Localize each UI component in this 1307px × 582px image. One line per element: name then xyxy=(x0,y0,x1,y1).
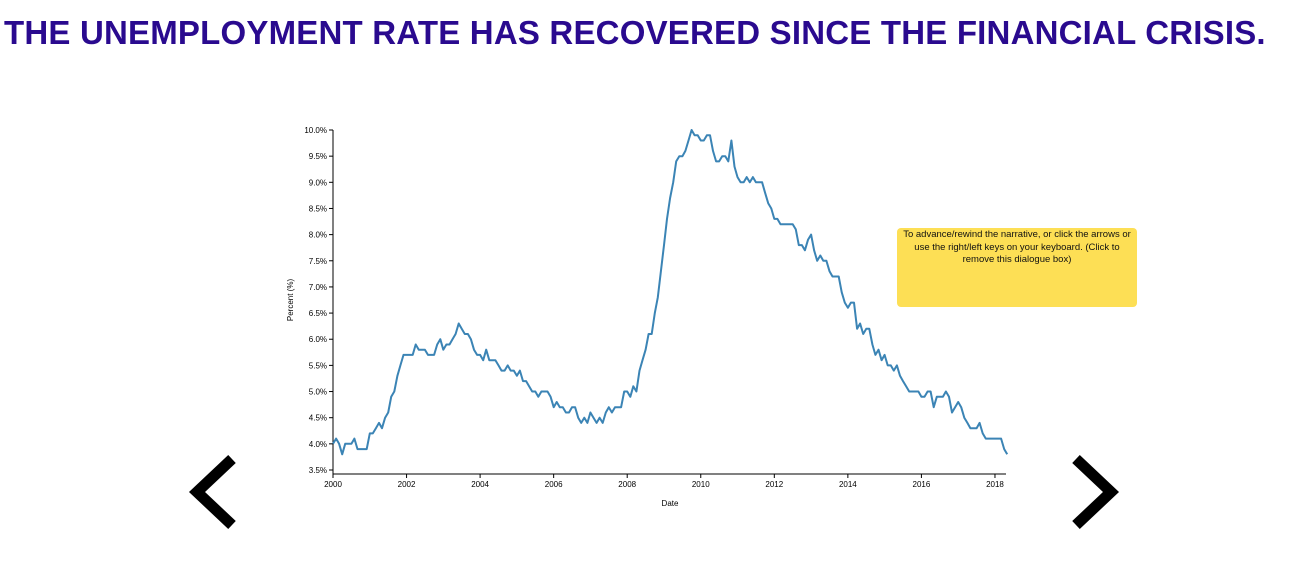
chevron-left-icon xyxy=(188,454,236,530)
y-tick-label: 3.5% xyxy=(309,466,327,475)
y-tick-label: 4.0% xyxy=(309,440,327,449)
y-tick-label: 5.0% xyxy=(309,388,327,397)
instructions-dialog-text: To advance/rewind the narrative, or clic… xyxy=(903,229,1131,265)
y-tick-label: 6.5% xyxy=(309,309,327,318)
y-axis: 3.5% 4.0% 4.5% 5.0% 5.5% 6.0% 6.5% 7.0% 7.5% 8.0%… xyxy=(304,126,334,475)
x-axis: 2000 2002 2004 2006 2008 2010 2012 2014 2016 2018 xyxy=(324,473,1006,489)
y-tick-label: 7.5% xyxy=(309,257,327,266)
y-tick-label: 6.0% xyxy=(309,335,327,344)
instructions-dialog[interactable]: To advance/rewind the narrative, or clic… xyxy=(897,228,1137,307)
x-tick-label: 2016 xyxy=(913,480,931,489)
y-tick-label: 8.5% xyxy=(309,204,327,213)
y-tick-label: 10.0% xyxy=(304,126,327,135)
x-tick-label: 2004 xyxy=(471,480,489,489)
chevron-right-icon xyxy=(1072,454,1120,530)
previous-button[interactable] xyxy=(188,454,240,535)
y-tick-label: 9.0% xyxy=(309,178,327,187)
y-tick-label: 9.5% xyxy=(309,152,327,161)
x-tick-label: 2012 xyxy=(765,480,783,489)
series-line xyxy=(332,129,1009,456)
x-tick-label: 2002 xyxy=(398,480,416,489)
x-tick-label: 2006 xyxy=(545,480,563,489)
x-axis-title: Date xyxy=(662,499,679,508)
y-axis-title: Percent (%) xyxy=(286,279,295,322)
y-tick-label: 4.5% xyxy=(309,414,327,423)
x-tick-label: 2008 xyxy=(618,480,636,489)
y-tick-label: 8.0% xyxy=(309,231,327,240)
x-tick-label: 2000 xyxy=(324,480,342,489)
x-tick-label: 2010 xyxy=(692,480,710,489)
x-tick-label: 2014 xyxy=(839,480,857,489)
x-tick-label: 2018 xyxy=(986,480,1004,489)
y-tick-label: 5.5% xyxy=(309,361,327,370)
y-tick-label: 7.0% xyxy=(309,283,327,292)
page-title: THE UNEMPLOYMENT RATE HAS RECOVERED SINC… xyxy=(4,14,1266,51)
next-button[interactable] xyxy=(1068,454,1120,535)
